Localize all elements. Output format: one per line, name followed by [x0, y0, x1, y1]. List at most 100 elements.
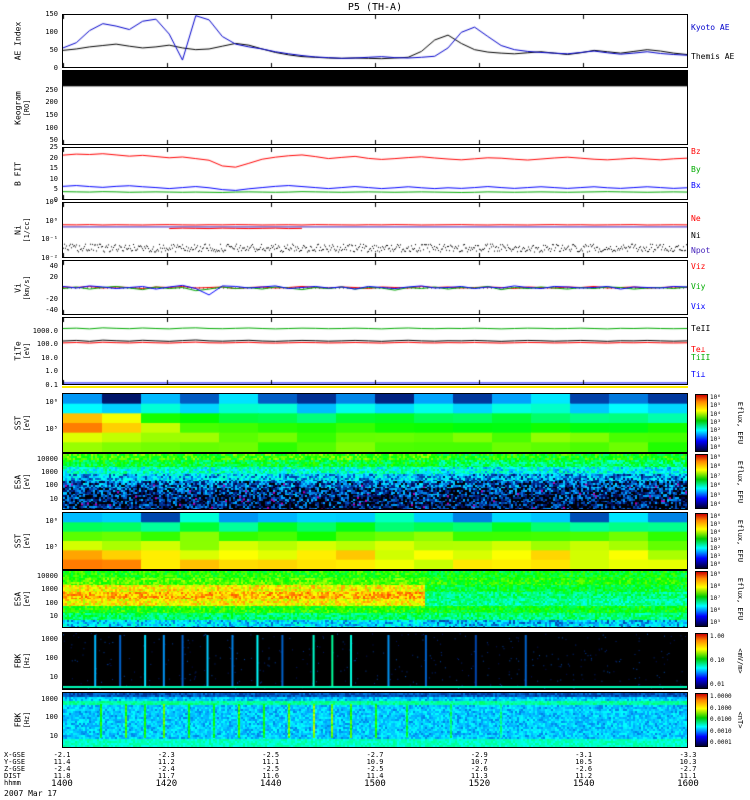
fbk-b-colorbar-tick-1.0000: 1.0000	[710, 693, 732, 700]
esa-ions-colorbar	[695, 454, 708, 509]
footer-value-DIST-6: 11.1	[679, 772, 697, 780]
footer-value-DIST-5: 11.2	[575, 772, 593, 780]
footer-value-Z-GSE-0: -2.4	[53, 765, 71, 773]
esa-ions-ytick-1000: 1000	[41, 467, 58, 476]
fbk-b-frame	[62, 692, 688, 748]
footer-value-X-GSE-0: -2.1	[53, 751, 71, 759]
vi-series-label-Vix: Vix	[691, 301, 706, 311]
fbk-b-colorbar-tick-0.0100: 0.0100	[710, 716, 732, 723]
vi-frame	[62, 260, 688, 315]
sst-electrons-colorbar-tick-10⁵: 10⁵	[710, 521, 721, 528]
ti-te-frame	[62, 317, 688, 385]
footer-row-label-Y-GSE: Y-GSE	[4, 758, 26, 766]
esa-electrons-ytick-10: 10	[49, 612, 58, 621]
fbk-e-ytick-100: 100	[45, 654, 58, 663]
sst-electrons-colorbar-unit: Eflux, EFU	[736, 519, 744, 563]
fbk-b-colorbar-unit: <nT>	[736, 711, 744, 729]
sst-ions-plot-area	[63, 394, 687, 452]
ni-ytick-10⁻²: 10⁻²	[41, 254, 58, 262]
vi-ytick--40: -40	[45, 305, 58, 314]
vi-series-label-Viz: Viz	[691, 262, 706, 272]
footer-value-Z-GSE-4: -2.6	[470, 765, 488, 773]
ti-te-plot-area	[63, 318, 687, 384]
ae-index-series-label-Kyoto AE: Kyoto AE	[691, 23, 730, 33]
fbk-b-ytick-100: 100	[45, 713, 58, 722]
b-fit-series-label-Bz: Bz	[691, 147, 701, 157]
b-fit-series-label-Bx: Bx	[691, 181, 701, 191]
footer-value-X-GSE-6: -3.3	[679, 751, 697, 759]
footer-value-X-GSE-4: -2.9	[470, 751, 488, 759]
footer-value-Y-GSE-0: 11.4	[53, 758, 71, 766]
esa-ions-colorbar-tick-10⁵: 10⁵	[710, 491, 721, 499]
b-fit-ytick-5: 5	[53, 185, 58, 194]
ni-ylabel: Ni	[13, 225, 23, 235]
fbk-e-ytick-1000: 1000	[41, 634, 58, 643]
footer-value-Y-GSE-5: 10.5	[575, 758, 593, 766]
sst-ions-colorbar	[695, 394, 708, 452]
esa-electrons-ytick-1000: 1000	[41, 585, 58, 594]
ni-ytick-10¹: 10¹	[45, 198, 58, 206]
sst-electrons-ytick-10⁶: 10⁶	[45, 516, 58, 525]
keogram-frame	[62, 70, 688, 145]
footer-row-label-X-GSE: X-GSE	[4, 751, 26, 759]
ti-te-ytick-100.0: 100.0	[36, 340, 58, 349]
footer-value-Z-GSE-6: -2.7	[679, 765, 697, 773]
ae-index-frame	[62, 14, 688, 68]
esa-electrons-colorbar-tick-10⁹: 10⁹	[710, 571, 721, 578]
esa-electrons-frame	[62, 570, 688, 628]
sst-ions-ytick-10⁵: 10⁵	[45, 425, 58, 433]
fbk-b-colorbar-tick-0.0001: 0.0001	[710, 739, 732, 746]
footer-value-X-GSE-5: -3.1	[575, 751, 593, 759]
b-fit-ytick-10: 10	[49, 174, 58, 183]
sst-electrons-colorbar-tick-10²: 10²	[710, 545, 721, 552]
keogram-ylabel: Keogram	[13, 90, 23, 125]
esa-ions-ytick-10: 10	[49, 494, 58, 503]
fbk-b-ytick-1000: 1000	[41, 694, 58, 703]
keogram-ytick-100: 100	[45, 123, 58, 132]
vi-plot-area	[63, 261, 687, 314]
sst-ions-frame	[62, 393, 688, 453]
footer-value-X-GSE-1: -2.3	[157, 751, 175, 759]
keogram-ytick-250: 250	[45, 86, 58, 95]
footer-value-Z-GSE-1: -2.4	[157, 765, 175, 773]
footer-value-DIST-0: 11.8	[53, 772, 71, 780]
esa-ions-colorbar-tick-10⁶: 10⁶	[710, 482, 721, 490]
footer-value-X-GSE-3: -2.7	[366, 751, 384, 759]
yellow-divider-line	[62, 386, 688, 388]
ni-ytick-10⁻¹: 10⁻¹	[41, 235, 58, 244]
ae-index-plot-area	[63, 15, 687, 67]
sst-ions-colorbar-tick-10²: 10²	[710, 427, 721, 435]
vi-ylabel: Vi	[13, 282, 23, 293]
plot-title: P5 (TH-A)	[347, 2, 403, 13]
vi-ytick--20: -20	[45, 294, 58, 303]
ti-te-ytick-1.0: 1.0	[45, 367, 58, 376]
sst-ions-colorbar-unit: Eflux, EFU	[736, 401, 744, 445]
footer-date: 2007 Mar 17	[4, 789, 57, 798]
sst-electrons-colorbar-tick-10³: 10³	[710, 537, 721, 544]
keogram-plot-area	[63, 71, 687, 144]
vi-series-label-Viy: Viy	[691, 281, 706, 291]
sst-ions-ytick-10⁶: 10⁶	[45, 398, 58, 406]
footer-value-DIST-1: 11.7	[157, 772, 175, 780]
b-fit-ytick-0: 0	[53, 196, 58, 204]
ti-te-ytick-0.1: 0.1	[45, 381, 58, 389]
esa-electrons-colorbar-tick-10⁷: 10⁷	[710, 595, 721, 602]
fbk-e-colorbar-unit: <mV/m>	[736, 648, 744, 674]
fbk-e-colorbar	[695, 633, 708, 689]
sst-electrons-plot-area	[63, 513, 687, 569]
footer-value-hhmm-6: 1600	[677, 779, 699, 789]
vi-ytick-20: 20	[49, 272, 58, 281]
footer-value-Y-GSE-3: 10.9	[366, 758, 384, 766]
b-fit-ytick-20: 20	[49, 153, 58, 162]
esa-ions-plot-area	[63, 454, 687, 509]
fbk-e-colorbar-tick-1.00: 1.00	[710, 633, 725, 640]
footer-value-hhmm-4: 1520	[468, 779, 491, 789]
ni-series-label-Ne: Ne	[691, 213, 701, 223]
footer-value-hhmm-1: 1420	[155, 779, 178, 789]
esa-electrons-ytick-10000: 10000	[36, 571, 58, 580]
esa-electrons-colorbar-tick-10⁶: 10⁶	[710, 607, 721, 614]
esa-electrons-colorbar-unit: Eflux, EFU	[736, 577, 744, 621]
esa-ions-colorbar-tick-10⁴: 10⁴	[710, 501, 721, 508]
footer-value-hhmm-2: 1440	[259, 779, 282, 789]
footer-value-hhmm-0: 1400	[51, 779, 73, 789]
